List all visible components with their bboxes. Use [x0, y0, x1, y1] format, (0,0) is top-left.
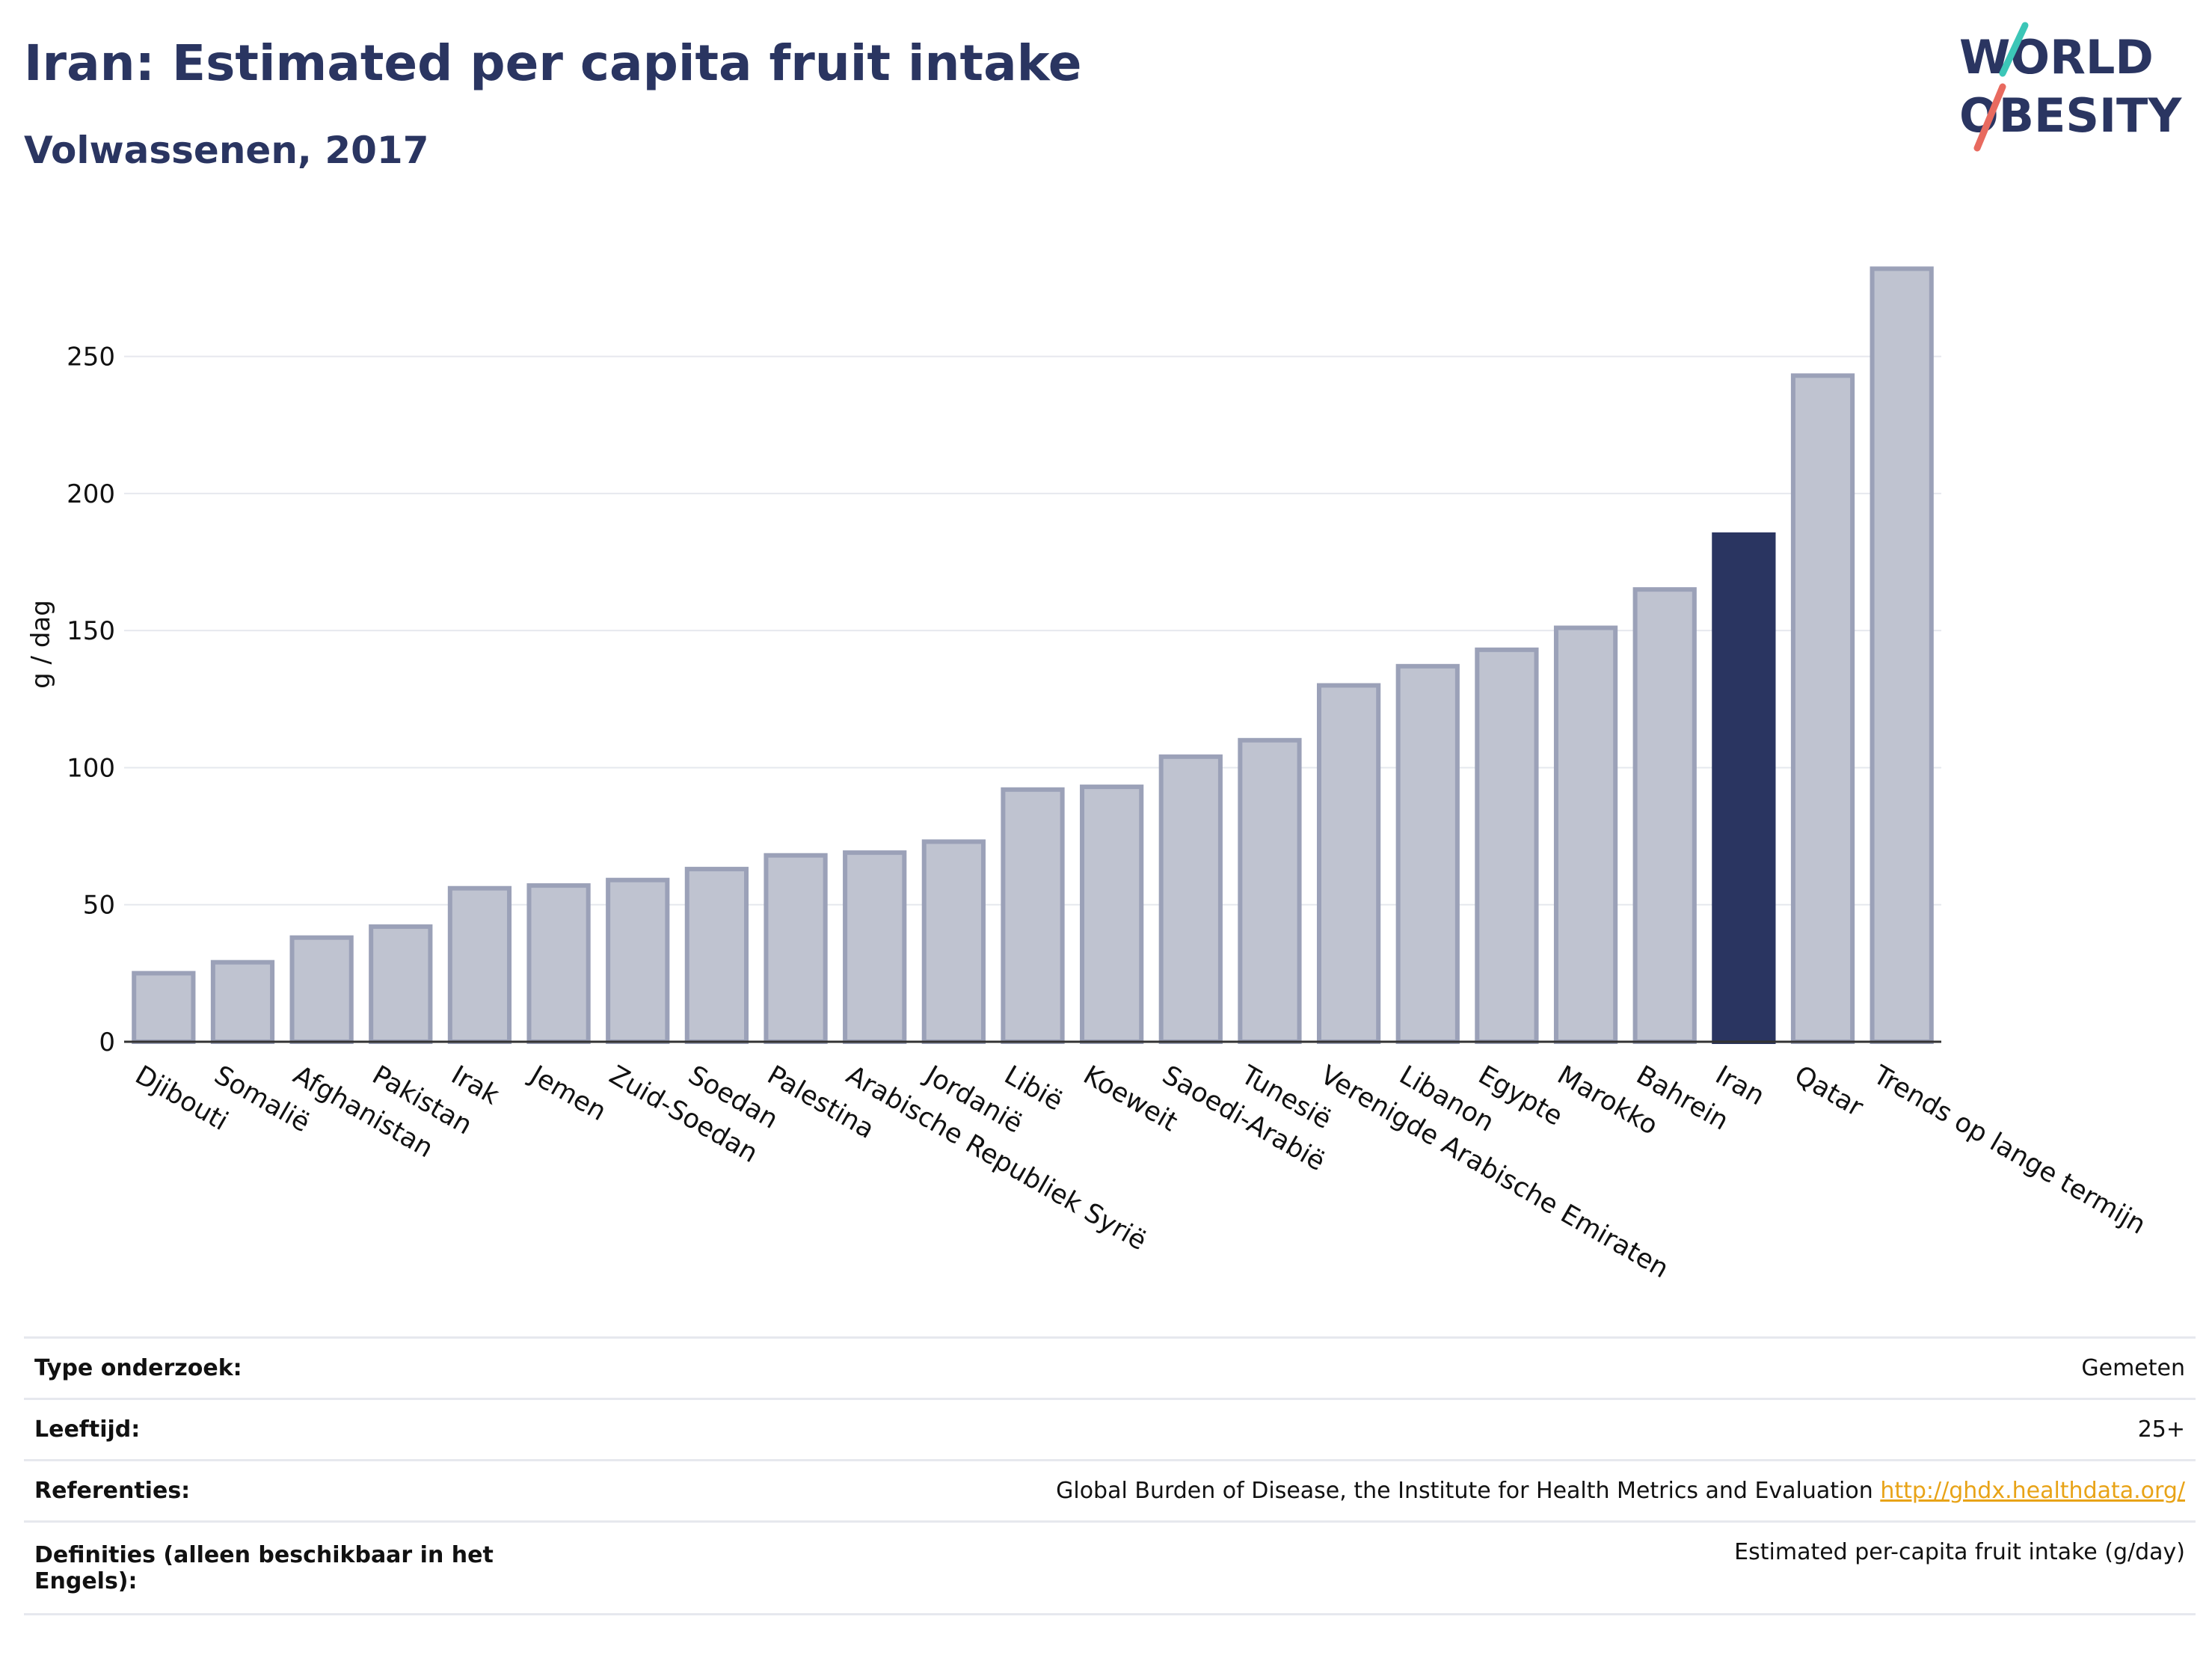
logo-slash-teal — [1999, 22, 2029, 77]
info-value-cell: Global Burden of Disease, the Institute … — [523, 1459, 2196, 1522]
bar — [684, 867, 749, 1044]
info-value: Gemeten — [523, 1336, 2196, 1399]
bar — [764, 853, 828, 1045]
page-subtitle: Volwassenen, 2017 — [24, 129, 429, 172]
bar — [921, 839, 986, 1044]
bar — [369, 924, 433, 1044]
info-label: Type onderzoek: — [24, 1336, 523, 1399]
info-row-definitions: Definities (alleen beschikbaar in het En… — [24, 1520, 2196, 1615]
bar — [289, 935, 354, 1044]
logo-slash-coral — [1973, 83, 2006, 152]
bar — [1395, 663, 1460, 1045]
y-tick-labels: 0 50 100 150 200 250 — [67, 343, 115, 1057]
bar — [1870, 266, 1934, 1045]
bar — [1316, 683, 1381, 1045]
info-label: Leeftijd: — [24, 1398, 523, 1461]
y-axis-label: g / dag — [26, 600, 56, 689]
bar — [1790, 373, 1855, 1044]
bar — [210, 959, 275, 1044]
reference-text: Global Burden of Disease, the Institute … — [1056, 1478, 1873, 1504]
bars — [132, 266, 1934, 1045]
bar — [447, 885, 512, 1045]
bar — [843, 850, 907, 1045]
bar — [526, 883, 591, 1045]
info-value: Estimated per-capita fruit intake (g/day… — [523, 1520, 2196, 1615]
bar — [1238, 737, 1302, 1044]
bar — [1080, 784, 1144, 1045]
y-tick-label: 250 — [67, 343, 115, 372]
logo-text-world: WORLD — [1959, 30, 2154, 85]
info-label: Referenties: — [24, 1459, 523, 1522]
bar — [1001, 787, 1065, 1045]
world-obesity-logo: WORLD OBESITY — [1959, 22, 2182, 152]
info-row-type: Type onderzoek: Gemeten — [24, 1336, 2196, 1399]
y-tick-label: 150 — [67, 616, 115, 646]
bar — [606, 877, 670, 1045]
bar — [1158, 754, 1223, 1044]
info-table: Type onderzoek: Gemeten Leeftijd: 25+ Re… — [24, 1336, 2196, 1615]
bar — [1632, 587, 1697, 1044]
bar — [132, 971, 196, 1044]
y-tick-label: 200 — [67, 479, 115, 509]
info-row-age: Leeftijd: 25+ — [24, 1398, 2196, 1461]
bar — [1553, 625, 1618, 1044]
x-tick-label: Qatar — [1789, 1060, 1869, 1123]
x-tick-label: Trends op lange termijn — [1867, 1060, 2150, 1241]
bar-chart: 0 50 100 150 200 250 DjiboutiSomaliëAfghanist… — [26, 266, 2151, 1285]
y-tick-label: 50 — [83, 891, 115, 921]
reference-link[interactable]: http://ghdx.healthdata.org/ — [1880, 1478, 2185, 1504]
page-title: Iran: Estimated per capita fruit intake — [24, 34, 1082, 92]
info-row-references: Referenties: Global Burden of Disease, t… — [24, 1459, 2196, 1522]
y-tick-label: 100 — [67, 753, 115, 783]
bar — [1475, 647, 1539, 1044]
x-tick-label: Jemen — [523, 1060, 611, 1127]
bar-highlight — [1712, 532, 1776, 1044]
info-value: 25+ — [523, 1398, 2196, 1461]
info-label: Definities (alleen beschikbaar in het En… — [24, 1520, 523, 1615]
y-tick-label: 0 — [99, 1028, 115, 1057]
